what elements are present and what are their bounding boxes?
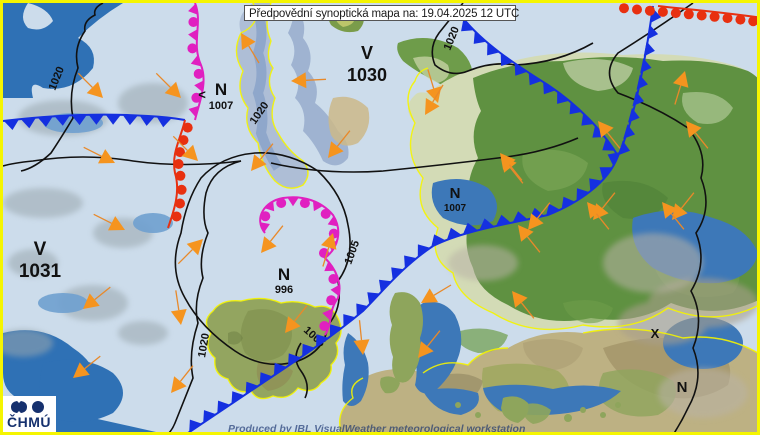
- svg-text:996: 996: [275, 284, 293, 296]
- svg-text:1007: 1007: [209, 100, 233, 112]
- svg-text:N: N: [677, 379, 688, 396]
- svg-text:ČHMÚ: ČHMÚ: [7, 413, 51, 430]
- svg-text:X: X: [651, 326, 660, 341]
- svg-text:1031: 1031: [19, 261, 62, 282]
- svg-text:V: V: [361, 43, 373, 63]
- svg-text:N: N: [450, 185, 461, 202]
- svg-text:N: N: [215, 80, 227, 99]
- svg-text:V: V: [34, 239, 47, 260]
- svg-text:1030: 1030: [347, 65, 387, 85]
- svg-text:1007: 1007: [444, 203, 467, 214]
- svg-text:N: N: [278, 265, 290, 284]
- svg-text:<: <: [198, 87, 206, 102]
